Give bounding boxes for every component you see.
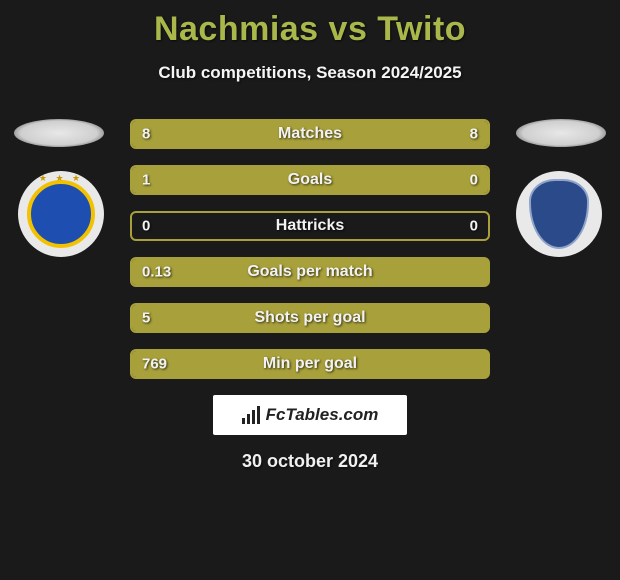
logo-bars-icon: [242, 406, 260, 424]
metric-row: 1 0 Goals: [130, 165, 490, 195]
logo-bar-segment: [247, 414, 250, 424]
metric-row: 5 Shots per goal: [130, 303, 490, 333]
metric-value-right: 8: [470, 126, 478, 143]
player-right-shadow: [516, 119, 606, 147]
metric-label: Shots per goal: [254, 309, 365, 327]
logo-text: FcTables.com: [266, 405, 379, 425]
metric-value-left: 769: [142, 356, 167, 373]
metric-label: Min per goal: [263, 355, 357, 373]
metric-row: 769 Min per goal: [130, 349, 490, 379]
page-title: Nachmias vs Twito: [0, 0, 620, 49]
metric-value-left: 8: [142, 126, 150, 143]
metric-row: 0.13 Goals per match: [130, 257, 490, 287]
metric-value-left: 0.13: [142, 264, 171, 281]
metric-row: 8 8 Matches: [130, 119, 490, 149]
metric-value-right: 0: [470, 218, 478, 235]
metric-label: Goals: [288, 171, 332, 189]
subtitle: Club competitions, Season 2024/2025: [0, 63, 620, 83]
metric-value-right: 0: [470, 172, 478, 189]
kiryat-shmona-badge: [516, 171, 602, 257]
metric-label: Goals per match: [247, 263, 372, 281]
metric-label: Hattricks: [276, 217, 344, 235]
logo-bar-segment: [257, 406, 260, 424]
player-left-shadow: [14, 119, 104, 147]
metric-value-left: 5: [142, 310, 150, 327]
comparison-chart: ★ ★ ★ 8 8 Matches 1 0 Goals 0 0 Hattricks 0.13 Goa…: [0, 119, 620, 379]
metric-value-left: 1: [142, 172, 150, 189]
comparison-rows: 8 8 Matches 1 0 Goals 0 0 Hattricks 0.13 Goals per…: [130, 119, 490, 379]
metric-row: 0 0 Hattricks: [130, 211, 490, 241]
logo-bar-segment: [242, 418, 245, 424]
fctables-logo: FcTables.com: [213, 395, 407, 435]
maccabi-tel-aviv-badge: ★ ★ ★: [18, 171, 104, 257]
metric-label: Matches: [278, 125, 342, 143]
metric-fill-left: [132, 167, 417, 193]
metric-value-left: 0: [142, 218, 150, 235]
date-label: 30 october 2024: [0, 451, 620, 472]
badge-stars-icon: ★ ★ ★: [39, 173, 83, 184]
logo-bar-segment: [252, 410, 255, 424]
